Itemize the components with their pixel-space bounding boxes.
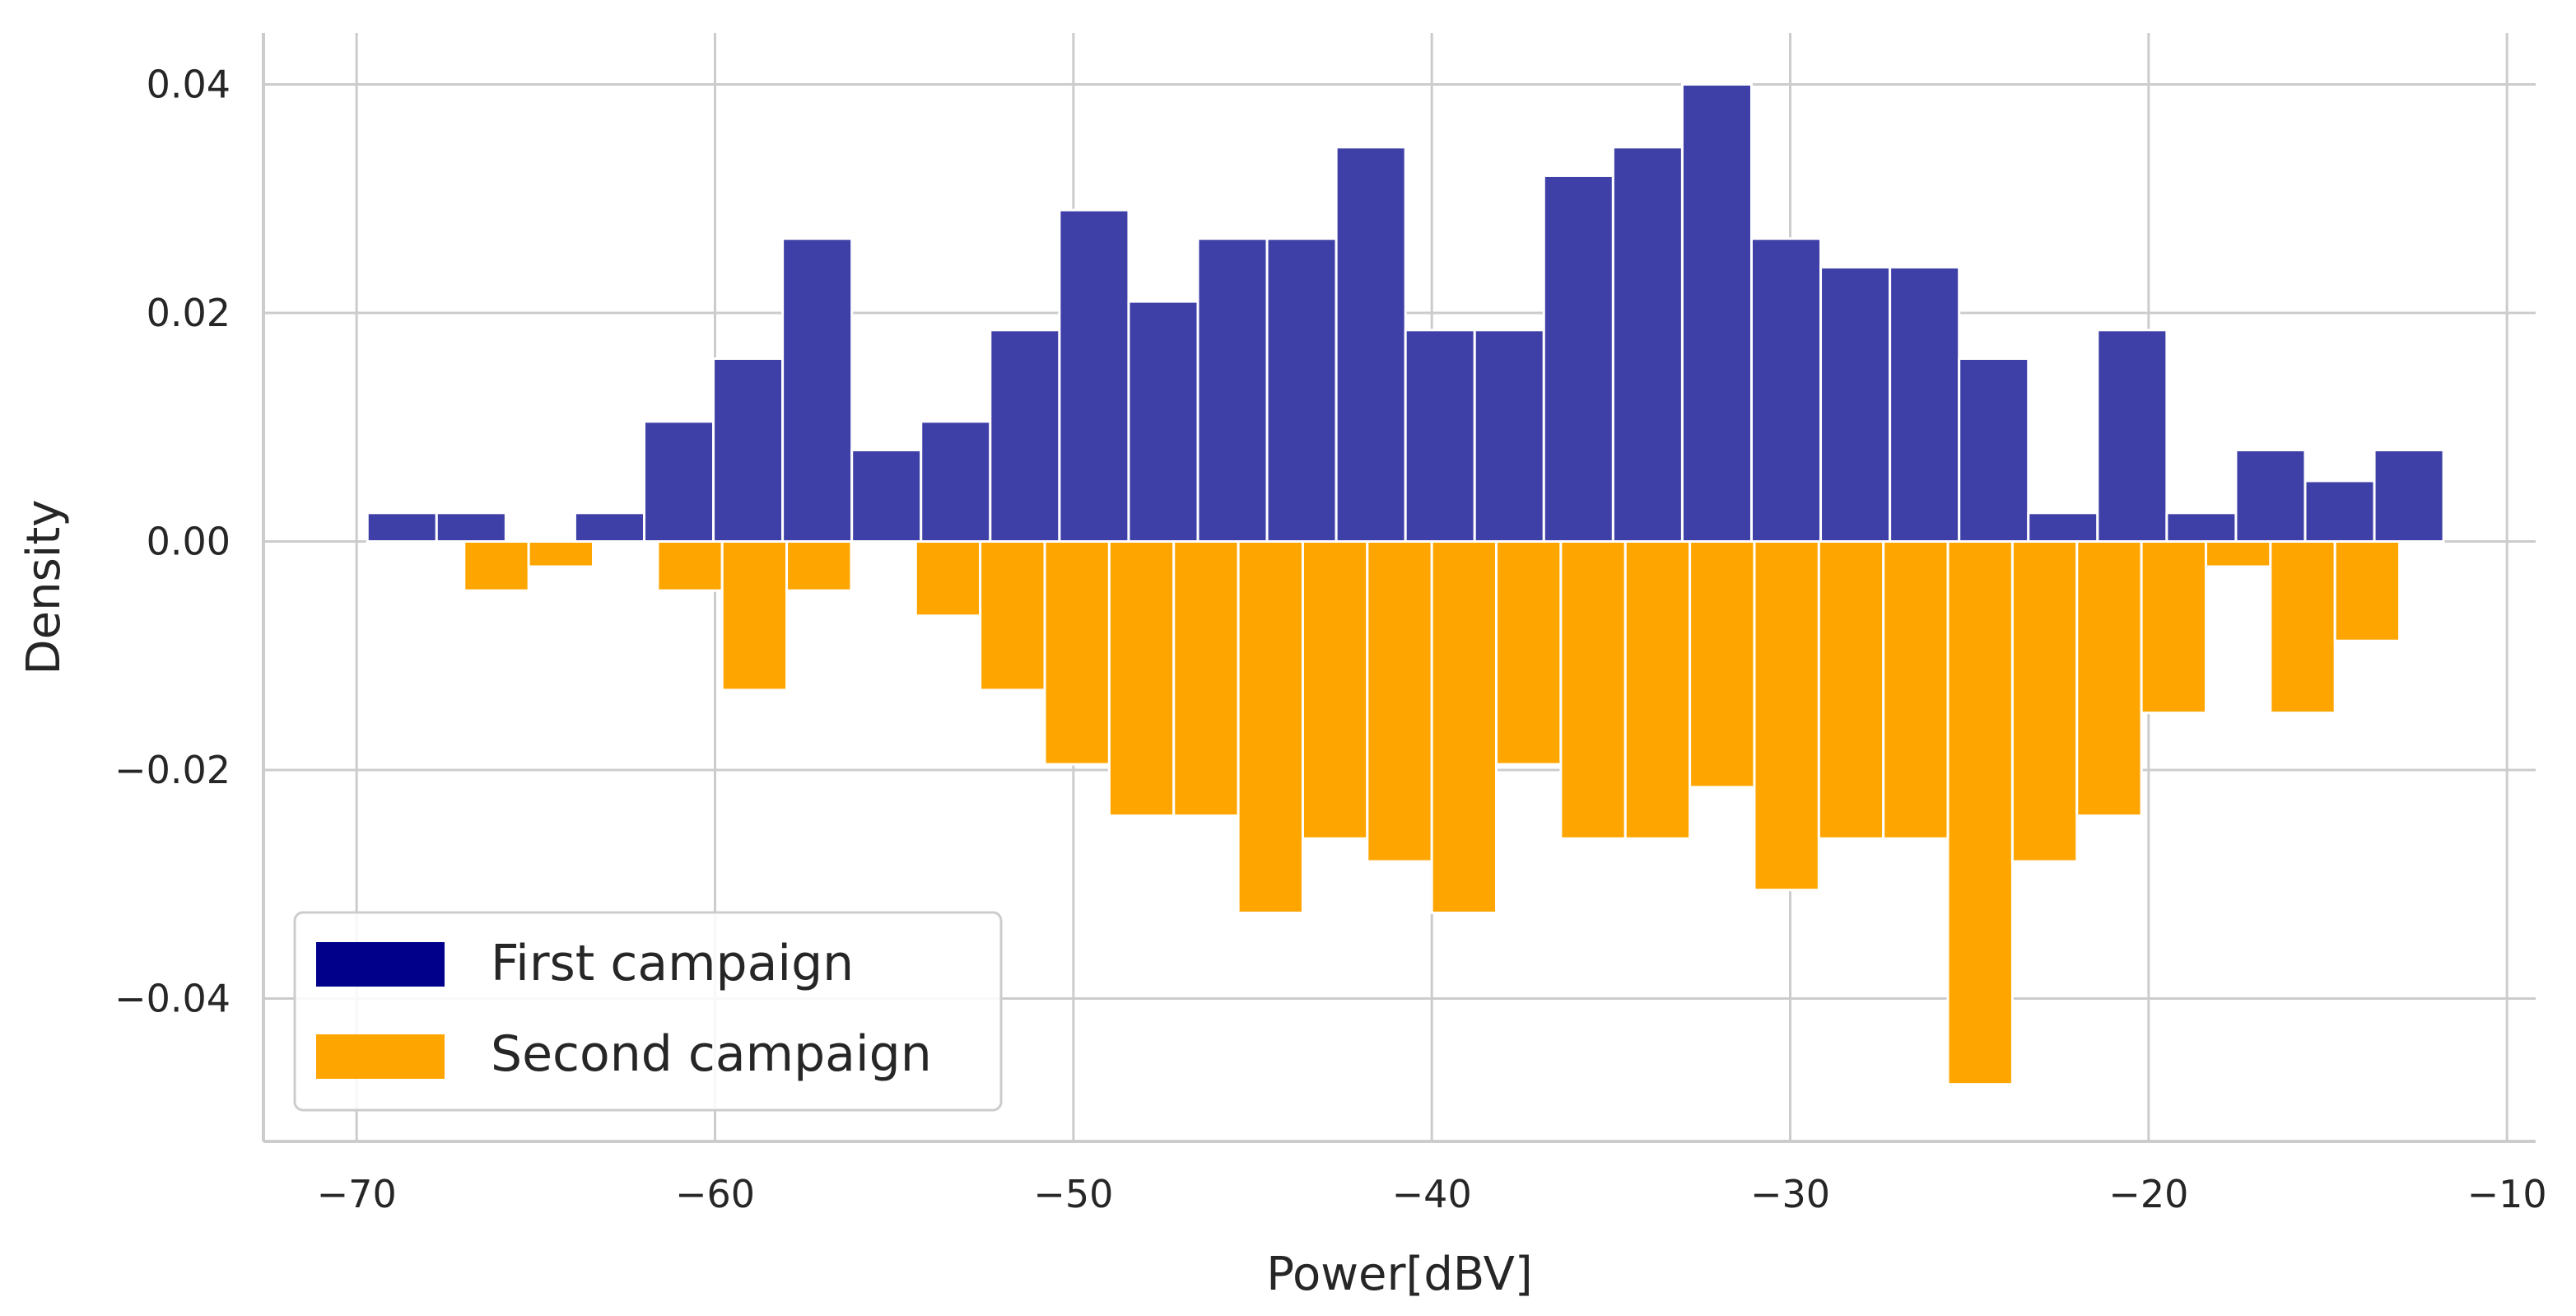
bar-second-campaign bbox=[1623, 539, 1692, 840]
bar-second-campaign bbox=[1817, 539, 1885, 840]
x-tick-label: −50 bbox=[1033, 1172, 1113, 1216]
bar-second-campaign bbox=[979, 539, 1046, 692]
legend: First campaign Second campaign bbox=[293, 911, 1003, 1112]
bar-first-campaign bbox=[2234, 448, 2307, 543]
bar-first-campaign bbox=[642, 420, 715, 543]
bar-second-campaign bbox=[1882, 539, 1949, 840]
bar-first-campaign bbox=[1542, 174, 1614, 543]
bar-first-campaign bbox=[1749, 237, 1823, 543]
bar-first-campaign bbox=[1404, 329, 1476, 543]
bar-second-campaign bbox=[1237, 539, 1304, 914]
bar-second-campaign bbox=[2204, 539, 2272, 568]
bar-first-campaign bbox=[1819, 265, 1892, 543]
y-tick-label: 0.04 bbox=[147, 62, 231, 106]
bar-second-campaign bbox=[720, 539, 789, 692]
bar-first-campaign bbox=[850, 448, 923, 543]
bar-first-campaign bbox=[989, 329, 1061, 543]
legend-swatch-second-campaign bbox=[316, 1034, 445, 1079]
bar-first-campaign bbox=[1958, 357, 2030, 543]
bar-second-campaign bbox=[914, 539, 982, 618]
bar-second-campaign bbox=[1559, 539, 1627, 840]
y-axis-label: Density bbox=[17, 500, 71, 675]
legend-label-first-campaign: First campaign bbox=[491, 935, 854, 992]
bar-first-campaign bbox=[2373, 448, 2445, 543]
bar-second-campaign bbox=[785, 539, 853, 592]
bar-first-campaign bbox=[1196, 237, 1269, 543]
x-tick-label: −40 bbox=[1392, 1172, 1472, 1216]
bar-second-campaign bbox=[527, 539, 595, 568]
bar-first-campaign bbox=[2165, 511, 2238, 543]
bar-second-campaign bbox=[1366, 539, 1433, 863]
bar-second-campaign bbox=[463, 539, 530, 592]
bar-first-campaign bbox=[1058, 208, 1130, 543]
bar-first-campaign bbox=[435, 511, 507, 543]
bar-first-campaign bbox=[712, 357, 785, 543]
bar-second-campaign bbox=[2269, 539, 2336, 715]
bar-first-campaign bbox=[2303, 479, 2376, 543]
bar-second-campaign bbox=[1946, 539, 2014, 1086]
y-tick-label: 0.02 bbox=[147, 291, 231, 335]
bar-first-campaign bbox=[781, 237, 854, 543]
y-tick-labels: 0.04 0.02 0.00 −0.02 −0.04 bbox=[114, 62, 231, 1020]
bar-first-campaign bbox=[573, 511, 645, 543]
second-campaign-bars bbox=[463, 539, 2401, 1086]
x-tick-label: −10 bbox=[2467, 1172, 2547, 1216]
legend-swatch-first-campaign bbox=[316, 942, 445, 987]
bar-first-campaign bbox=[1473, 329, 1545, 543]
bar-second-campaign bbox=[1495, 539, 1563, 766]
legend-label-second-campaign: Second campaign bbox=[491, 1025, 932, 1083]
bar-second-campaign bbox=[1689, 539, 1756, 789]
bar-second-campaign bbox=[1172, 539, 1240, 818]
bar-first-campaign bbox=[1611, 146, 1684, 543]
bar-first-campaign bbox=[1335, 146, 1407, 543]
bar-second-campaign bbox=[656, 539, 724, 592]
bar-second-campaign bbox=[1301, 539, 1369, 840]
bar-second-campaign bbox=[2333, 539, 2401, 642]
y-tick-label: 0.00 bbox=[147, 519, 231, 563]
legend-box bbox=[293, 911, 1003, 1112]
bar-second-campaign bbox=[1043, 539, 1111, 766]
x-tick-labels: −70 −60 −50 −40 −30 −20 −10 bbox=[317, 1172, 2547, 1216]
x-axis-label: Power[dBV] bbox=[1266, 1248, 1533, 1301]
bar-second-campaign bbox=[1430, 539, 1498, 914]
bar-first-campaign bbox=[1265, 237, 1338, 543]
bar-first-campaign bbox=[1127, 300, 1199, 543]
bar-first-campaign bbox=[1889, 265, 1961, 543]
bar-first-campaign bbox=[2096, 329, 2168, 543]
bar-second-campaign bbox=[2140, 539, 2207, 715]
bar-second-campaign bbox=[2010, 539, 2079, 863]
x-tick-label: −30 bbox=[1750, 1172, 1830, 1216]
bar-first-campaign bbox=[1680, 82, 1753, 543]
bar-second-campaign bbox=[2075, 539, 2143, 818]
y-tick-label: −0.02 bbox=[114, 748, 231, 792]
x-tick-label: −60 bbox=[675, 1172, 755, 1216]
bar-first-campaign bbox=[2027, 511, 2099, 543]
bar-second-campaign bbox=[1107, 539, 1176, 818]
y-tick-label: −0.04 bbox=[114, 977, 231, 1021]
bar-second-campaign bbox=[1753, 539, 1820, 892]
x-tick-label: −20 bbox=[2108, 1172, 2188, 1216]
bar-first-campaign bbox=[366, 511, 438, 543]
x-tick-label: −70 bbox=[317, 1172, 397, 1216]
bar-first-campaign bbox=[920, 420, 992, 543]
